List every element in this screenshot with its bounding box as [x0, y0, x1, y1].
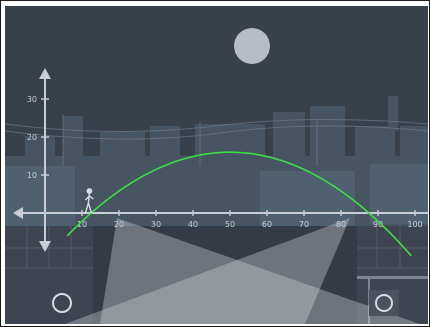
x-ticks: 10 20 30 40 50 60 70 80 90 100 — [77, 210, 423, 229]
x-tick-label: 70 — [299, 220, 309, 229]
x-tick-label: 90 — [373, 220, 383, 229]
x-tick-label: 10 — [77, 220, 87, 229]
button-housing — [369, 290, 399, 316]
x-axis-arrow — [13, 207, 23, 219]
circle-icon — [52, 293, 72, 313]
y-axis-arrow-down — [39, 241, 51, 252]
x-tick-label: 30 — [151, 220, 161, 229]
x-tick-label: 40 — [188, 220, 198, 229]
floor-button-right[interactable] — [369, 290, 399, 316]
y-tick-label: 20 — [27, 133, 37, 142]
y-tick-label: 30 — [27, 95, 37, 104]
stick-figure-icon[interactable] — [84, 188, 94, 214]
game-scene[interactable]: 10 20 30 40 50 60 70 80 90 100 10 20 30 — [5, 6, 428, 324]
spotlight-beams — [65, 218, 420, 324]
y-tick-label: 10 — [27, 171, 37, 180]
x-tick-label: 60 — [262, 220, 272, 229]
x-tick-label: 20 — [114, 220, 124, 229]
moon — [234, 28, 270, 64]
circle-icon — [375, 294, 393, 312]
x-tick-label: 100 — [407, 220, 422, 229]
floor — [5, 226, 428, 324]
power-lines — [5, 114, 428, 166]
x-tick-label: 80 — [336, 220, 346, 229]
floor-button-left[interactable] — [52, 293, 72, 313]
trajectory-curve — [66, 151, 412, 257]
y-axis-arrow-up — [39, 68, 51, 79]
city-skyline — [5, 96, 428, 226]
y-ticks: 10 20 30 — [27, 95, 49, 180]
x-tick-label: 50 — [225, 220, 235, 229]
